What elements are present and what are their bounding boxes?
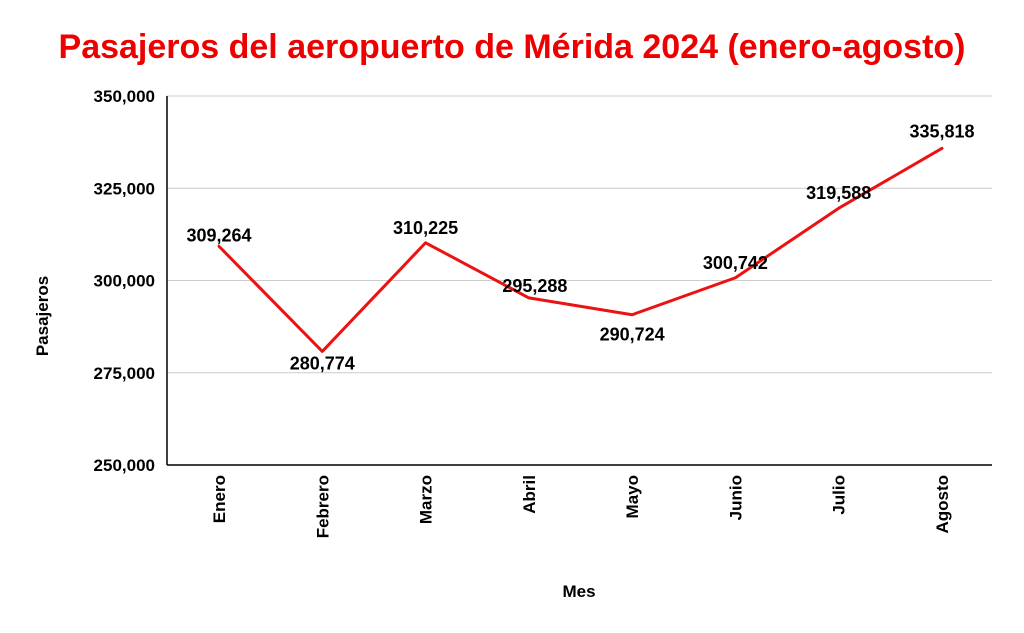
x-tick-label: Enero [210, 475, 229, 523]
x-tick-label: Mayo [623, 475, 642, 518]
data-label: 290,724 [600, 325, 665, 345]
data-label: 310,225 [393, 218, 458, 238]
data-labels: 309,264 280,774 310,225 295,288 290,724 300,7… [186, 121, 974, 373]
x-tick-label: Febrero [313, 475, 332, 538]
y-axis-tick-labels: 250,000 275,000 300,000 325,000 350,000 [94, 87, 155, 475]
x-tick-label: Julio [830, 475, 849, 515]
x-tick-label: Junio [726, 475, 745, 520]
y-tick-label: 275,000 [94, 364, 155, 383]
chart-title: Pasajeros del aeropuerto de Mérida 2024 … [59, 28, 966, 66]
data-label: 295,288 [502, 276, 567, 296]
x-axis-title: Mes [562, 582, 595, 601]
data-label: 280,774 [290, 353, 355, 373]
x-tick-label: Agosto [933, 475, 952, 534]
series-line [217, 146, 944, 353]
gridlines [167, 95, 992, 466]
data-label: 335,818 [909, 121, 974, 141]
x-tick-label: Marzo [417, 475, 436, 524]
y-tick-label: 250,000 [94, 456, 155, 475]
y-tick-label: 350,000 [94, 87, 155, 106]
y-tick-label: 325,000 [94, 179, 155, 198]
x-tick-label: Abril [520, 475, 539, 514]
y-axis-title: Pasajeros [33, 276, 52, 356]
data-label: 319,588 [806, 183, 871, 203]
x-axis-tick-labels: Enero Febrero Marzo Abril Mayo Junio Julio Agos… [210, 475, 952, 538]
data-label: 300,742 [703, 253, 768, 273]
y-tick-label: 300,000 [94, 272, 155, 291]
data-label: 309,264 [186, 225, 251, 245]
